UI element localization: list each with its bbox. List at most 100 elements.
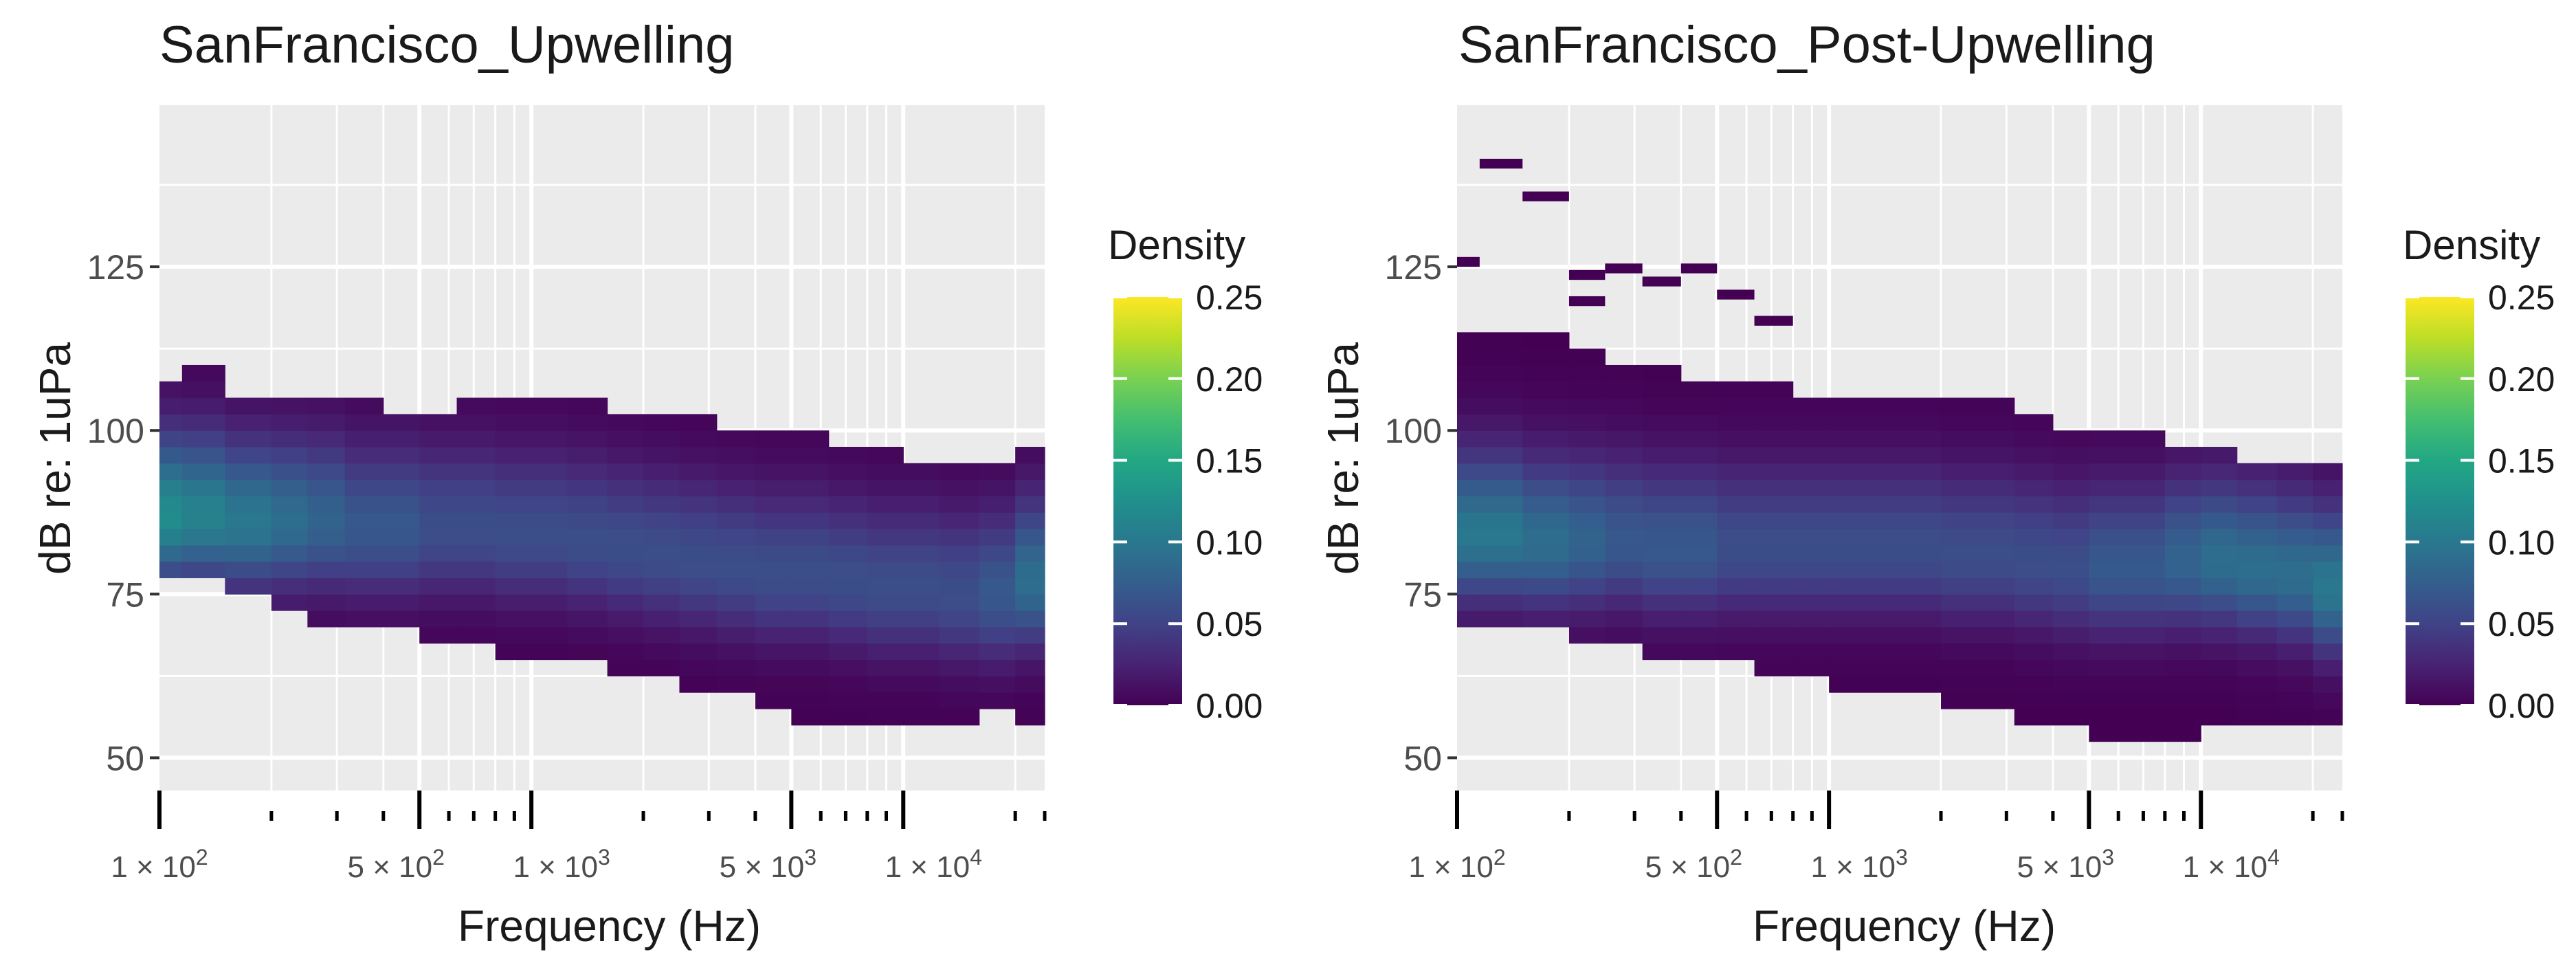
heatmap-tile xyxy=(159,397,183,415)
heatmap-tile xyxy=(1605,479,1643,497)
heatmap-tile xyxy=(1568,364,1606,382)
outlier-tile xyxy=(1568,296,1606,307)
heatmap-tile xyxy=(716,479,756,497)
x-tick-label: 5 × 102 xyxy=(348,845,445,884)
heatmap-tile xyxy=(2276,676,2313,693)
heatmap-tile xyxy=(419,414,458,431)
heatmap-tile xyxy=(225,529,272,546)
heatmap-tile xyxy=(2201,708,2238,726)
heatmap-tile xyxy=(271,430,308,448)
heatmap-tile xyxy=(679,561,718,579)
heatmap-tile xyxy=(2164,529,2201,546)
heatmap-tile xyxy=(1680,643,1718,661)
outlier-tile xyxy=(1605,263,1643,274)
heatmap-tile xyxy=(867,594,904,611)
y-tick-label: 75 xyxy=(106,575,144,614)
heatmap-tile xyxy=(828,626,868,644)
heatmap-tile xyxy=(1754,594,1794,611)
heatmap-tiles xyxy=(1457,158,2343,742)
x-tick-label: 1 × 102 xyxy=(111,845,208,884)
heatmap-tile xyxy=(2164,561,2201,579)
heatmap-tile xyxy=(2089,512,2127,529)
heatmap-tile xyxy=(1680,512,1718,529)
heatmap-tile xyxy=(2014,643,2054,661)
heatmap-tile xyxy=(2276,659,2313,676)
heatmap-tile xyxy=(1829,676,1866,693)
heatmap-tile xyxy=(1829,626,1866,644)
heatmap-tile xyxy=(1642,381,1682,399)
heatmap-tile xyxy=(531,512,568,529)
heatmap-tile xyxy=(1457,349,1480,366)
heatmap-tile xyxy=(2236,463,2278,481)
heatmap-tile xyxy=(1941,479,1978,497)
heatmap-tile xyxy=(1905,594,1942,611)
heatmap-tile xyxy=(2236,512,2278,529)
heatmap-tile xyxy=(1792,529,1830,546)
heatmap-tile xyxy=(1680,561,1718,579)
heatmap-tile xyxy=(2014,479,2054,497)
heatmap-tile xyxy=(2201,643,2238,661)
heatmap-tile xyxy=(383,561,420,579)
heatmap-tile xyxy=(2201,479,2238,497)
heatmap-tile xyxy=(979,512,1016,529)
heatmap-tile xyxy=(1792,643,1830,661)
heatmap-tile xyxy=(1568,381,1606,399)
y-tick-label: 125 xyxy=(1385,248,1442,287)
y-tick-label: 50 xyxy=(106,739,144,777)
heatmap-tile xyxy=(607,529,644,546)
heatmap-tile xyxy=(1522,447,1570,464)
heatmap-tile xyxy=(867,659,904,676)
heatmap-tile xyxy=(979,676,1016,693)
heatmap-tile xyxy=(1905,496,1942,513)
heatmap-tile xyxy=(567,561,608,579)
heatmap-tile xyxy=(1977,529,2015,546)
heatmap-tile xyxy=(2052,610,2089,628)
heatmap-tile xyxy=(2201,676,2238,693)
heatmap-tile xyxy=(456,561,496,579)
heatmap-tile xyxy=(1479,561,1523,579)
heatmap-tile xyxy=(1605,561,1643,579)
y-axis-title: dB re: 1uPa xyxy=(30,342,80,575)
heatmap-tile xyxy=(2089,610,2127,628)
heatmap-tile xyxy=(2014,692,2054,709)
heatmap-tile xyxy=(456,544,496,562)
heatmap-tile xyxy=(1457,594,1480,611)
heatmap-tile xyxy=(2089,708,2127,726)
heatmap-tile xyxy=(607,414,644,431)
heatmap-tile xyxy=(181,529,225,546)
heatmap-tile xyxy=(716,447,756,464)
heatmap-tile xyxy=(225,577,272,595)
heatmap-tile xyxy=(2052,447,2089,464)
heatmap-tile xyxy=(1865,544,1906,562)
heatmap-tile xyxy=(1717,561,1755,579)
heatmap-tile xyxy=(1977,594,2015,611)
heatmap-tile xyxy=(867,447,904,464)
heatmap-tile xyxy=(2014,577,2054,595)
heatmap-tile xyxy=(1479,577,1523,595)
heatmap-tile xyxy=(1717,479,1755,497)
heatmap-tile xyxy=(159,381,183,399)
heatmap-tile xyxy=(716,529,756,546)
heatmap-tile xyxy=(456,447,496,464)
heatmap-tile xyxy=(1941,463,1978,481)
y-axis-title: dB re: 1uPa xyxy=(1318,342,1368,575)
heatmap-tile xyxy=(828,577,868,595)
heatmap-tile xyxy=(1977,561,2015,579)
heatmap-tile xyxy=(1642,594,1682,611)
heatmap-tile xyxy=(1015,659,1045,676)
heatmap-tile xyxy=(607,610,644,628)
heatmap-tile xyxy=(567,577,608,595)
heatmap-tile xyxy=(1941,676,1978,693)
heatmap-tile xyxy=(1605,381,1643,399)
x-tick-label: 1 × 102 xyxy=(1408,845,1505,884)
heatmap-tile xyxy=(716,610,756,628)
heatmap-tile xyxy=(679,512,718,529)
heatmap-tile xyxy=(1605,512,1643,529)
heatmap-tile xyxy=(2201,692,2238,709)
legend-tick-label: 0.05 xyxy=(1196,605,1263,643)
heatmap-tile xyxy=(2126,725,2166,742)
y-tick-label: 100 xyxy=(1385,412,1442,450)
heatmap-tile xyxy=(2126,594,2166,611)
heatmap-tile xyxy=(607,659,644,676)
heatmap-tile xyxy=(1829,610,1866,628)
